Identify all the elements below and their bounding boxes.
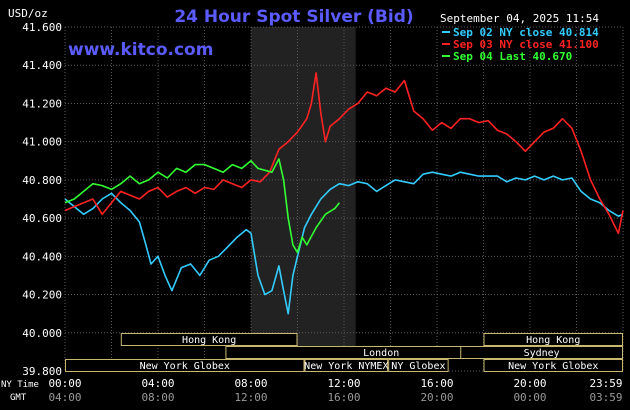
series-line-0 [64,171,624,315]
session-label: New York Globex [508,361,598,372]
y-axis-tick-labels: 41.600 41.400 41.200 41.000 40.800 40.600 40.4… [22,21,62,378]
session-label: New York NYMEX [304,361,388,372]
y-tick-label: 40.600 [22,212,62,225]
y-tick-label: 41.200 [22,97,62,110]
session-label: Sydney [524,348,560,359]
x-tick-label-ny: 20:00 [513,377,546,390]
y-tick-label: 40.800 [22,174,62,187]
session-label: NY Globex [391,361,445,372]
legend-entry: Sep 04 Last 40.670 [453,50,572,63]
session-bar [304,359,389,372]
x-tick-label-gmt: 03:59 [589,391,622,404]
nymex-highlight-band [251,27,356,371]
x-tick-label-gmt: 20:00 [420,391,453,404]
timestamp-label: September 04, 2025 11:54 [440,12,599,25]
session-bar [483,333,623,346]
y-tick-label: 41.400 [22,59,62,72]
session-bar [483,359,623,372]
session-label: New York Globex [140,361,230,372]
session-label: London [363,348,399,359]
x-tick-label-ny: 00:00 [48,377,81,390]
session-bar [460,346,623,359]
x-tick-label-gmt: 16:00 [327,391,360,404]
x-tick-label-gmt: 00:00 [513,391,546,404]
x-tick-label-ny: 08:00 [234,377,267,390]
x-axis-tick-labels: 00:0004:0004:0008:0008:0012:0012:0016:00… [48,377,622,404]
session-bar [388,359,449,372]
session-label: Hong Kong [526,335,580,346]
y-tick-label: 40.400 [22,250,62,263]
y-tick-label: 41.600 [22,21,62,34]
y-tick-label: 39.800 [22,365,62,378]
x-tick-label-ny: 16:00 [420,377,453,390]
x-tick-label-gmt: 04:00 [48,391,81,404]
ny-time-row-label: NY Time [1,380,39,390]
unit-label: USD/oz [8,7,48,20]
x-tick-label-ny: 04:00 [141,377,174,390]
website-label: www.kitco.com [68,40,213,60]
session-bar [65,359,305,372]
y-tick-label: 40.000 [22,327,62,340]
x-tick-label-gmt: 08:00 [141,391,174,404]
series-line-1 [64,72,624,235]
market-session-bars: Hong Kong London New York Globex New York N… [65,333,623,372]
gmt-row-label: GMT [10,393,27,403]
series-lines [64,72,624,315]
series-line-2 [64,158,341,254]
session-label: Hong Kong [182,335,236,346]
chart-title: 24 Hour Spot Silver (Bid) [174,7,413,27]
x-tick-label-ny: 12:00 [327,377,360,390]
y-tick-label: 40.200 [22,289,62,302]
y-tick-label: 41.000 [22,136,62,149]
x-tick-label-gmt: 12:00 [234,391,267,404]
session-bar [120,333,298,346]
x-tick-label-ny: 23:59 [589,377,622,390]
legend-entry: Sep 03 NY close 41.100 [453,38,599,51]
legend-entry: Sep 02 NY close 40.814 [453,26,599,39]
